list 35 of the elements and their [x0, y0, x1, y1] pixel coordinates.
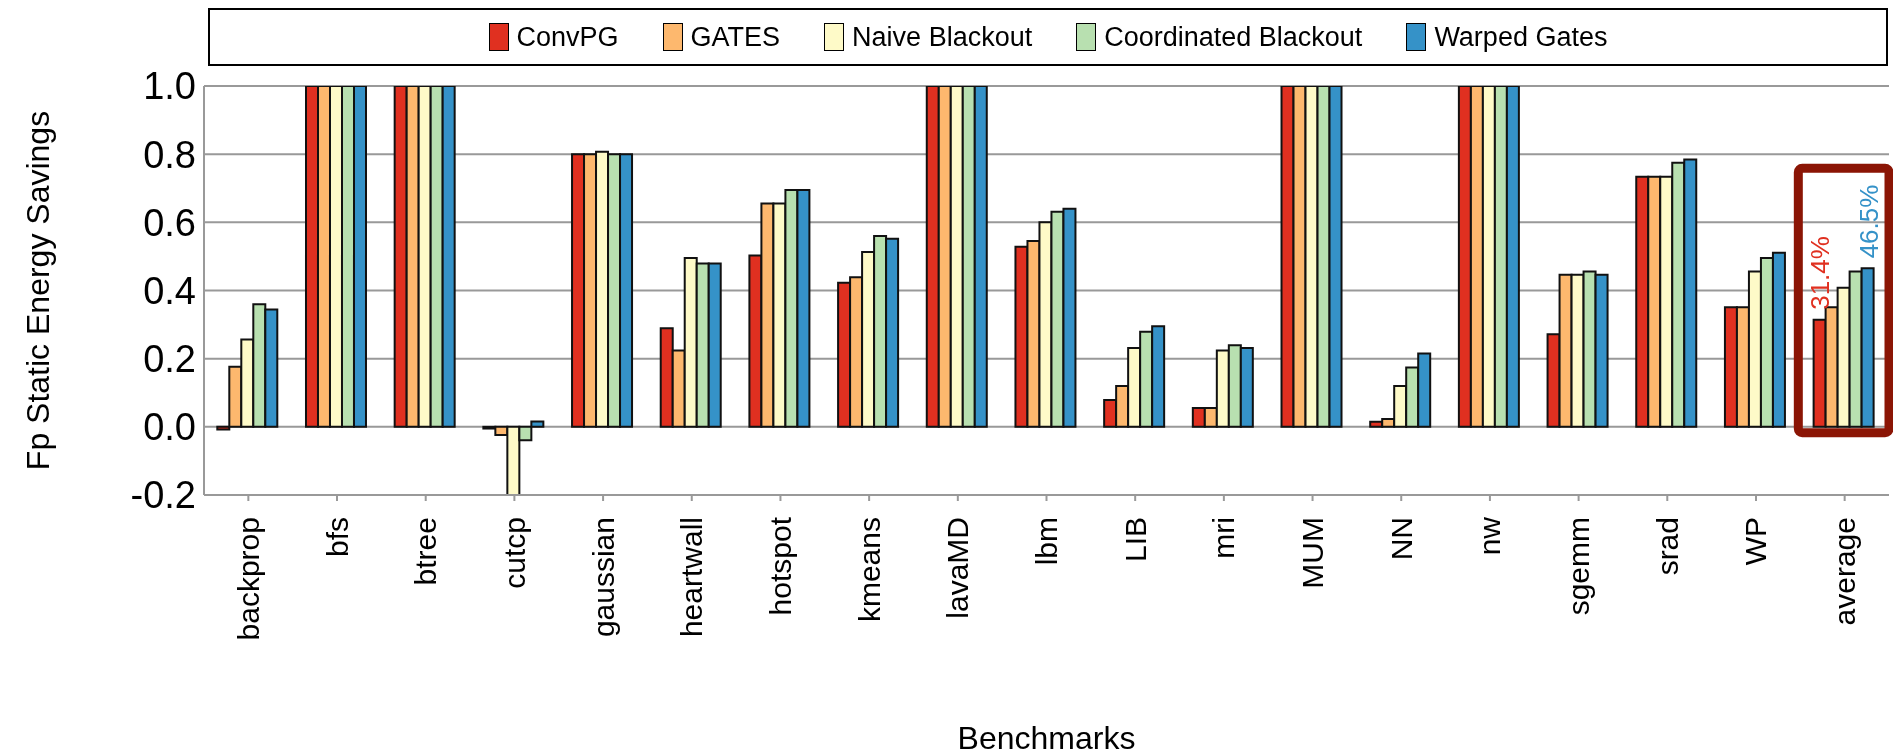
x-tick-label: nw [1473, 516, 1507, 556]
y-tick-label: 1.0 [143, 65, 196, 108]
x-tick-label: srad [1650, 517, 1684, 576]
legend-label: GATES [690, 21, 781, 53]
x-tick-label: MUM [1296, 517, 1330, 589]
x-tick-label: LIB [1118, 517, 1152, 563]
x-tick-label: average [1828, 517, 1862, 626]
x-tick-label: sgemm [1562, 517, 1596, 616]
legend-label: ConvPG [516, 21, 619, 53]
x-tick-label: heartwall [675, 517, 709, 638]
x-tick-label: cutcp [497, 517, 531, 589]
y-tick-label: 0.2 [143, 338, 196, 381]
y-tick-label: 0.4 [143, 269, 196, 312]
annotation: 31.4% [1804, 236, 1835, 310]
x-tick-label: btree [409, 517, 443, 586]
y-tick-label: 0.6 [143, 201, 196, 244]
x-tick-label: WP [1739, 517, 1773, 566]
annotation: 46.5% [1854, 184, 1885, 259]
x-tick-label: mri [1207, 517, 1241, 559]
y-axis-title: Fp Static Energy Savings [20, 110, 56, 471]
x-tick-label: backprop [231, 517, 265, 641]
legend-label: Coordinated Blackout [1104, 21, 1363, 53]
legend-label: Naive Blackout [852, 21, 1033, 53]
x-tick-label: lbm [1030, 517, 1063, 566]
y-tick-label: -0.2 [130, 474, 196, 517]
x-tick-label: hotspot [763, 516, 797, 616]
x-tick-label: NN [1384, 517, 1418, 561]
x-tick-label: gaussian [586, 517, 620, 638]
legend-label: Warped Gates [1434, 21, 1608, 53]
y-tick-label: 0.0 [143, 406, 196, 449]
x-axis-title: Benchmarks [957, 720, 1136, 755]
x-tick-label: bfs [320, 517, 354, 558]
y-tick-label: 0.8 [143, 133, 196, 176]
x-tick-label: lavaMD [941, 517, 975, 619]
x-tick-label: kmeans [852, 517, 886, 623]
